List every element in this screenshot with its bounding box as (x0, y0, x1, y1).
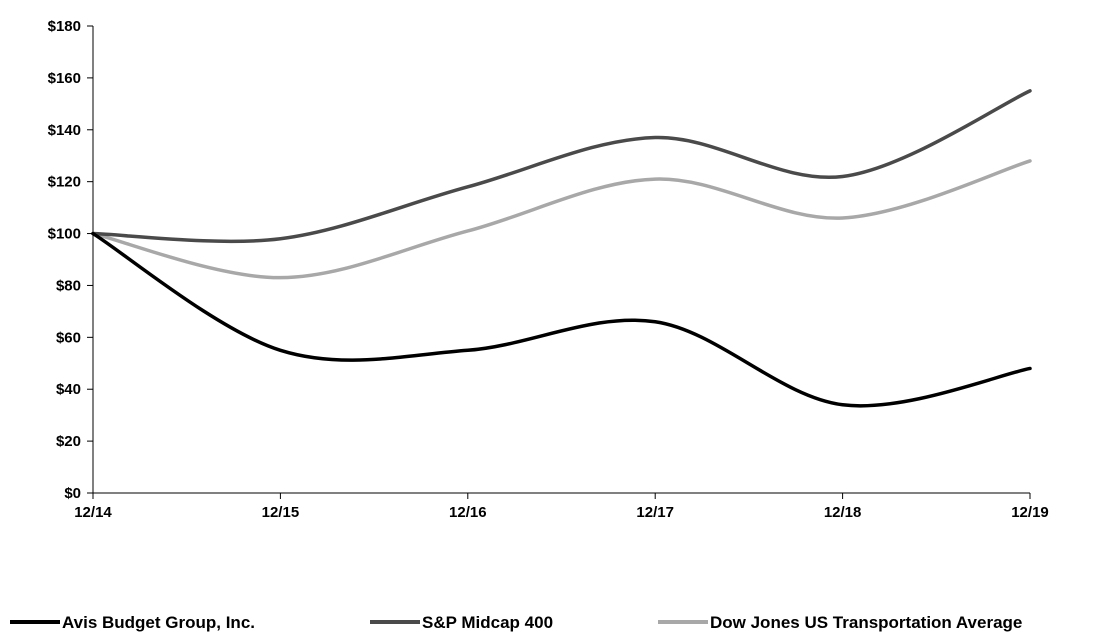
series-line-2 (91, 159, 1032, 280)
y-tick-label: $140 (48, 122, 81, 139)
x-tick-label: 12/14 (74, 504, 112, 521)
y-tick-label: $60 (56, 329, 81, 346)
legend-label: Avis Budget Group, Inc. (62, 613, 255, 632)
y-tick-label: $180 (48, 18, 81, 35)
x-tick-label: 12/15 (262, 504, 300, 521)
x-tick-label: 12/17 (636, 504, 674, 521)
x-tick-label: 12/16 (449, 504, 487, 521)
y-tick-label: $120 (48, 174, 81, 191)
legend-label: S&P Midcap 400 (422, 613, 553, 632)
y-tick-label: $40 (56, 381, 81, 398)
y-tick-label: $0 (64, 485, 81, 502)
x-tick-label: 12/18 (824, 504, 862, 521)
y-tick-group: $0 $20 $40 $60 $80 $100 $120 $140 $160 $180 (48, 18, 93, 502)
y-tick-label: $20 (56, 433, 81, 450)
series-line-0 (91, 231, 1032, 408)
y-tick-label: $80 (56, 277, 81, 294)
x-tick-label: 12/19 (1011, 504, 1049, 521)
series-line-1 (91, 89, 1032, 244)
y-tick-label: $100 (48, 226, 81, 243)
legend: Avis Budget Group, Inc. S&P Midcap 400 Dow… (10, 613, 1022, 632)
legend-label: Dow Jones US Transportation Average (710, 613, 1022, 632)
series-layer (91, 89, 1032, 408)
x-tick-group: 12/14 12/15 12/16 12/17 12/18 12/19 (74, 493, 1049, 521)
y-tick-label: $160 (48, 70, 81, 87)
